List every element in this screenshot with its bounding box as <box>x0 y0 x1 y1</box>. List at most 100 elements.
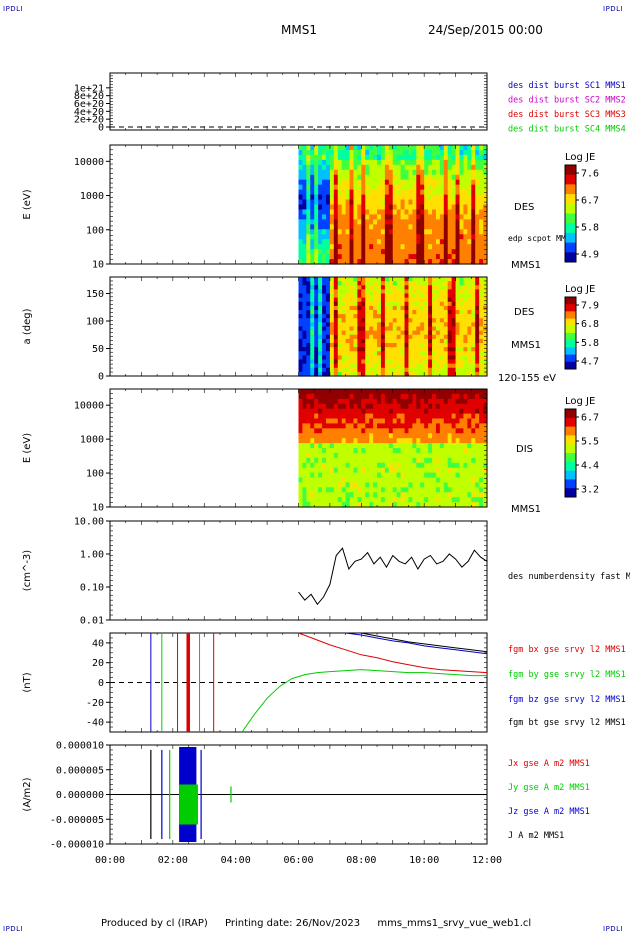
spectrogram-cell <box>384 285 390 290</box>
spectrogram-cell <box>333 334 339 340</box>
spectrogram-cell <box>428 371 433 377</box>
spectrogram-cell <box>479 189 484 196</box>
spectrogram-cell <box>345 184 351 191</box>
spectrogram-cell <box>377 293 382 299</box>
spectrogram-cell <box>329 497 335 503</box>
spectrogram-cell <box>298 423 304 429</box>
spectrogram-cell <box>408 487 413 493</box>
spectrogram-cell <box>380 472 386 479</box>
spectrogram-cell <box>463 347 468 352</box>
spectrogram-cell <box>424 179 429 186</box>
spectrogram-cell <box>459 239 465 245</box>
spectrogram-cell <box>357 169 362 176</box>
spectrogram-cell <box>408 467 413 474</box>
spectrogram-cell <box>337 310 343 315</box>
spectrogram-cell <box>392 403 398 410</box>
spectrogram-cell <box>424 343 429 348</box>
spectrogram-cell <box>412 194 417 201</box>
spectrogram-cell <box>392 159 398 166</box>
spectrogram-cell <box>420 472 425 479</box>
spectrogram-cell <box>416 229 421 235</box>
spectrogram-cell <box>377 367 382 373</box>
spectrogram-cell <box>333 184 339 191</box>
spectrogram-cell <box>357 244 362 250</box>
spectrogram-cell <box>318 467 323 474</box>
spectrogram-cell <box>428 199 433 206</box>
spectrogram-cell <box>416 149 421 156</box>
spectrogram-cell <box>384 497 390 503</box>
spectrogram-cell <box>325 318 331 323</box>
spectrogram-cell <box>357 408 362 415</box>
spectrogram-cell <box>475 244 480 250</box>
spectrogram-cell <box>310 305 315 311</box>
spectrogram-cell <box>380 234 386 240</box>
spectrogram-cell <box>475 184 480 191</box>
spectrogram-cell <box>483 244 488 250</box>
colorbar-band <box>565 223 576 227</box>
spectrogram-cell <box>471 285 476 290</box>
spectrogram-cell <box>325 314 331 319</box>
spectrogram-cell <box>443 310 449 315</box>
spectrogram-cell <box>443 229 449 235</box>
spectrogram-cell <box>416 492 421 498</box>
spectrogram-cell <box>439 224 445 230</box>
spectrogram-cell <box>416 297 421 303</box>
spectrogram-cell <box>298 149 304 156</box>
spectrogram-cell <box>365 318 370 323</box>
spectrogram-cell <box>420 413 425 420</box>
spectrogram-cell <box>428 310 433 315</box>
spectrogram-cell <box>432 423 437 429</box>
spectrogram-cell <box>380 326 386 332</box>
spectrogram-cell <box>349 277 355 282</box>
colorbar-band <box>565 311 576 314</box>
panel7-burst-green <box>179 784 198 825</box>
spectrogram-cell <box>435 355 441 361</box>
colorbar-band <box>565 322 576 325</box>
spectrogram-cell <box>306 301 311 307</box>
spectrogram-cell <box>439 249 445 255</box>
spectrogram-cell <box>432 452 437 459</box>
spectrogram-cell <box>369 189 374 196</box>
spectrogram-cell <box>333 433 339 439</box>
spectrogram-cell <box>420 363 425 369</box>
spectrogram-cell <box>357 184 362 191</box>
colorbar-band <box>565 249 576 253</box>
spectrogram-cell <box>353 184 359 191</box>
spectrogram-cell <box>306 472 311 479</box>
spectrogram-cell <box>467 249 472 255</box>
spectrogram-cell <box>432 297 437 303</box>
spectrogram-cell <box>459 322 465 328</box>
spectrogram-cell <box>353 244 359 250</box>
panel6-legend-1: fgm bx gse srvy l2 MMS1 <box>508 645 626 655</box>
spectrogram-cell <box>420 154 425 161</box>
spectrogram-cell <box>424 204 429 211</box>
spectrogram-cell <box>463 497 468 503</box>
spectrogram-cell <box>435 433 441 439</box>
spectrogram-cell <box>424 393 429 400</box>
spectrogram-cell <box>377 326 382 332</box>
spectrogram-cell <box>435 428 441 434</box>
spectrogram-cell <box>341 154 347 161</box>
spectrogram-cell <box>318 492 323 498</box>
panel4-colorbar <box>565 409 576 498</box>
spectrogram-cell <box>483 359 488 365</box>
spectrogram-cell <box>396 423 402 429</box>
spectrogram-cell <box>322 149 327 156</box>
spectrogram-cell <box>432 492 437 498</box>
spectrogram-cell <box>377 285 382 290</box>
spectrogram-cell <box>314 452 319 459</box>
spectrogram-cell <box>306 448 311 454</box>
spectrogram-cell <box>373 452 378 459</box>
spectrogram-cell <box>377 234 382 240</box>
colorbar-band <box>565 201 576 205</box>
spectrogram-cell <box>310 199 315 206</box>
spectrogram-cell <box>345 487 351 493</box>
spectrogram-cell <box>451 189 457 196</box>
spectrogram-cell <box>341 438 347 444</box>
spectrogram-cell <box>365 259 370 265</box>
spectrogram-cell <box>428 318 433 323</box>
spectrogram-cell <box>471 448 476 454</box>
spectrogram-cell <box>408 330 413 336</box>
spectrogram-cell <box>337 363 343 369</box>
spectrogram-cell <box>349 184 355 191</box>
